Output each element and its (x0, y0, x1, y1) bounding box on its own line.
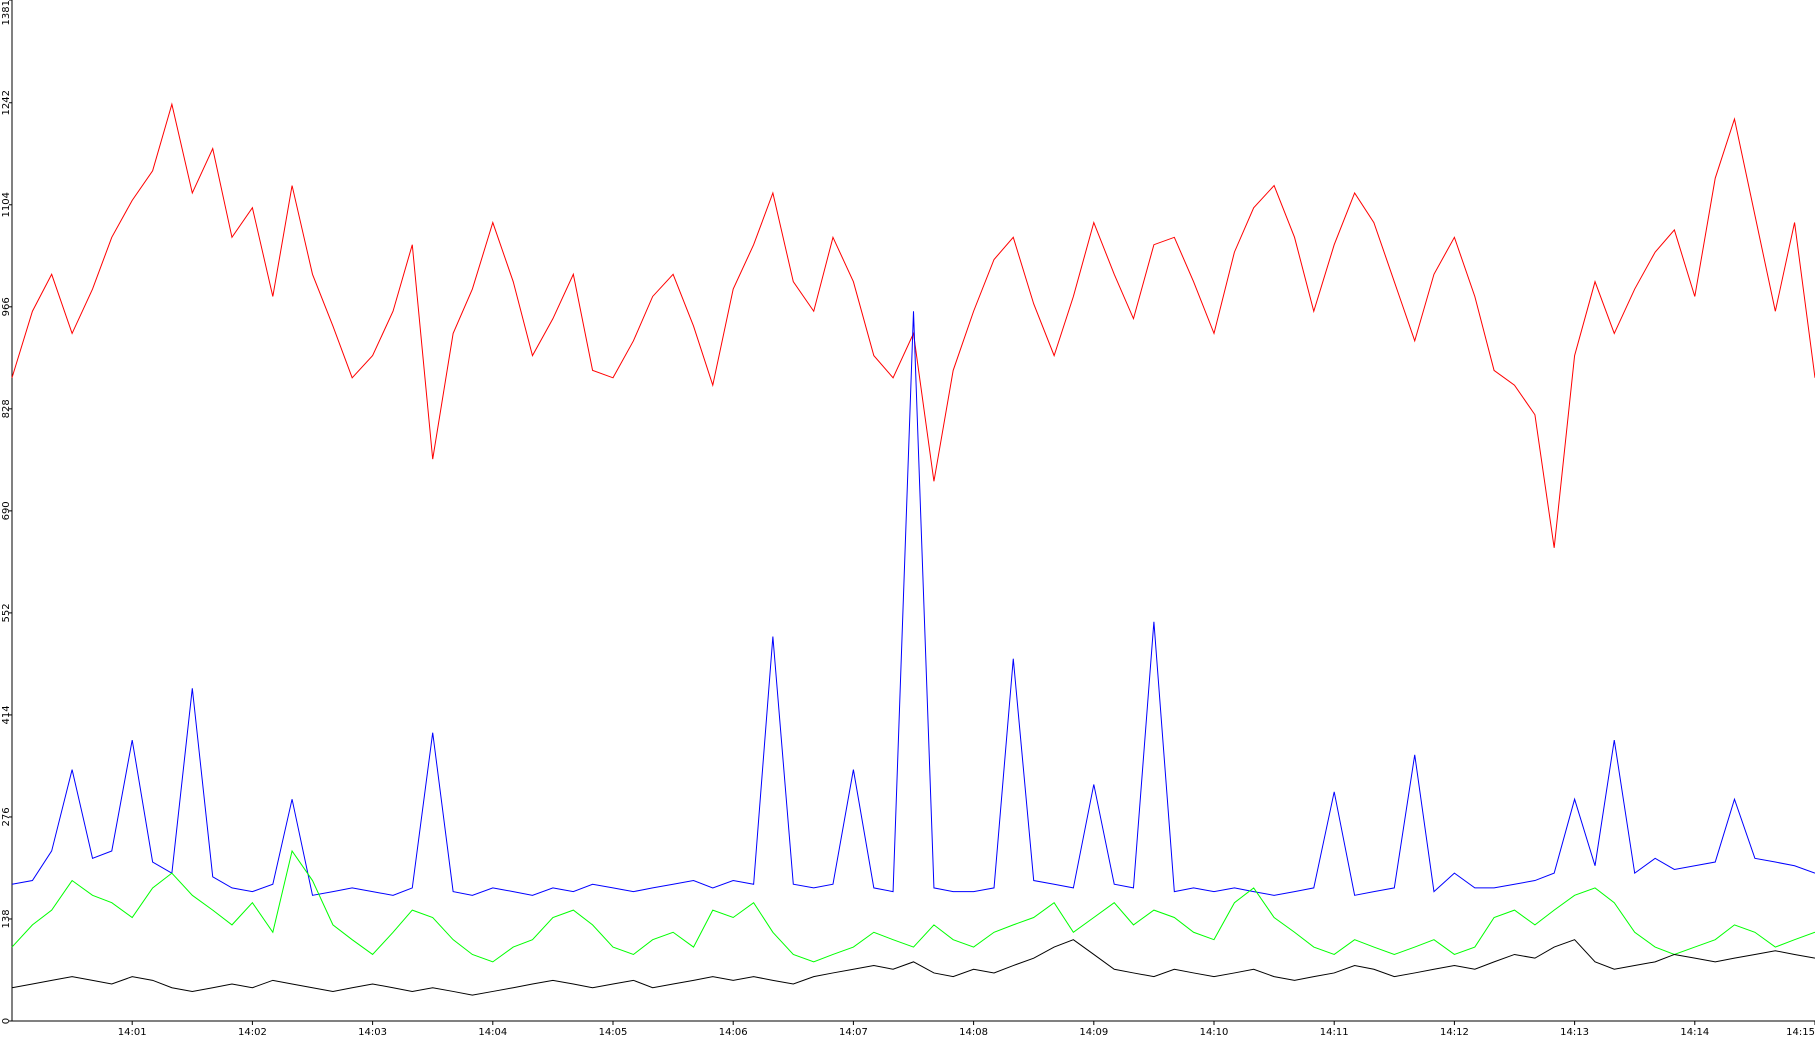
x-tick-label: 14:08 (959, 1027, 988, 1038)
x-tick-label: 14:13 (1560, 1027, 1589, 1038)
x-tick-label: 14:03 (358, 1027, 387, 1038)
x-tick-label: 14:06 (719, 1027, 748, 1038)
x-tick-label: 14:04 (478, 1027, 507, 1038)
x-tick-label: 14:12 (1440, 1027, 1469, 1038)
x-tick-label: 14:01 (118, 1027, 147, 1038)
series-line (11, 939, 1815, 996)
series-line (11, 311, 1815, 896)
y-tick-label: 276 (1, 807, 12, 826)
x-tick-label: 14:14 (1680, 1027, 1709, 1038)
x-tick-label: 14:02 (238, 1027, 267, 1038)
y-tick-label: 1242 (1, 90, 12, 115)
x-tick-label: 14:09 (1079, 1027, 1108, 1038)
series-line (11, 849, 1815, 963)
y-tick-label: 690 (1, 501, 12, 520)
y-tick-label: 1104 (1, 192, 12, 217)
y-tick-label: 1381 (1, 0, 12, 25)
y-tick-label: 0 (1, 1018, 12, 1024)
x-tick-label: 14:07 (839, 1027, 868, 1038)
x-tick-label: 14:05 (599, 1027, 628, 1038)
y-tick-label: 552 (1, 603, 12, 622)
series-line (11, 102, 1815, 548)
y-tick-label: 414 (1, 705, 12, 724)
y-tick-label: 966 (1, 297, 12, 316)
x-tick-label: 14:10 (1200, 1027, 1229, 1038)
y-tick-label: 138 (1, 909, 12, 928)
y-tick-label: 828 (1, 399, 12, 418)
x-tick-label: 14:11 (1320, 1027, 1349, 1038)
x-tick-label: 14:15 (1786, 1027, 1815, 1038)
